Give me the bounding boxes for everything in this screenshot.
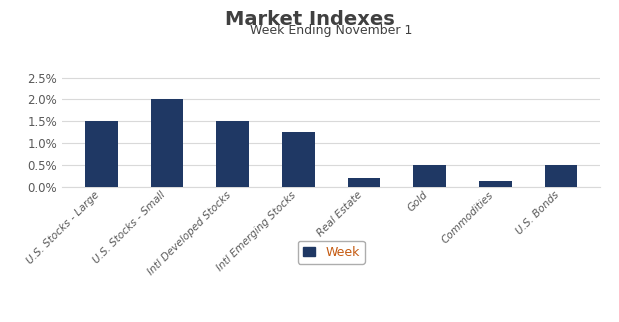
Bar [348, 178, 381, 187]
Bar [413, 165, 446, 187]
Bar [150, 99, 183, 187]
Bar [216, 121, 249, 187]
Text: Market Indexes: Market Indexes [225, 10, 394, 29]
Bar [479, 181, 512, 187]
Legend: Week: Week [298, 241, 365, 264]
Bar [282, 132, 314, 187]
Bar [545, 165, 578, 187]
Title: Week Ending November 1: Week Ending November 1 [250, 24, 412, 37]
Bar [85, 121, 118, 187]
